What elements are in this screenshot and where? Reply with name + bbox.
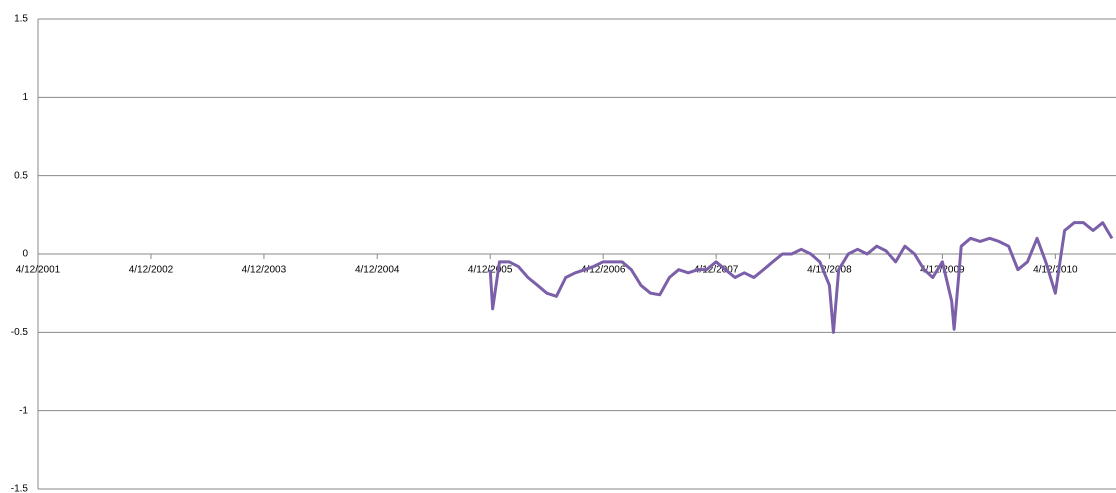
- y-tick-label: 0: [22, 249, 28, 260]
- x-tick-label: 4/12/2007: [694, 265, 739, 276]
- y-tick-label: -1: [19, 405, 28, 416]
- x-tick-label: 4/12/2010: [1033, 265, 1078, 276]
- y-tick-label: -0.5: [11, 327, 29, 338]
- x-tick-label: 4/12/2004: [355, 265, 400, 276]
- x-tick-label: 4/12/2001: [16, 265, 61, 276]
- y-tick-label: 1: [22, 92, 28, 103]
- data-line: [488, 221, 1114, 334]
- x-tick-label: 4/12/2008: [807, 265, 852, 276]
- x-tick-label: 4/12/2006: [581, 265, 626, 276]
- x-tick-label: 4/12/2002: [129, 265, 174, 276]
- x-tick-label: 4/12/2003: [242, 265, 287, 276]
- y-tick-label: 1.5: [14, 14, 28, 25]
- y-tick-label: 0.5: [14, 170, 28, 181]
- y-tick-label: -1.5: [11, 484, 29, 493]
- x-tick-label: 4/12/2009: [920, 265, 965, 276]
